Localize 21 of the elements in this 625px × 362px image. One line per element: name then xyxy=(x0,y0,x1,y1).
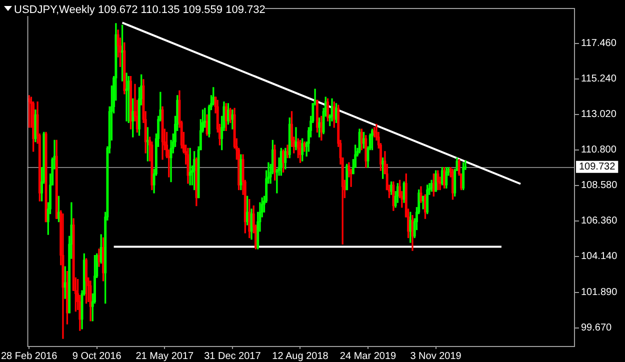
y-tick-label: 117.460 xyxy=(581,38,617,50)
chart-title: USDJPY,Weekly 109.672 110.135 109.559 109.732 xyxy=(14,4,266,16)
x-tick-label: 31 Dec 2017 xyxy=(204,350,262,362)
x-tick-label: 28 Feb 2016 xyxy=(0,350,58,362)
ref-line-label: 109.732 xyxy=(579,162,616,173)
x-tick-label: 12 Aug 2018 xyxy=(272,350,329,362)
x-tick-label: 24 Mar 2019 xyxy=(340,350,397,362)
x-tick-label: 3 Nov 2019 xyxy=(410,350,462,362)
y-tick-label: 99.670 xyxy=(581,322,612,334)
candlestick xyxy=(85,258,88,304)
x-tick-label: 9 Oct 2016 xyxy=(72,350,122,362)
y-tick-label: 113.020 xyxy=(581,109,617,120)
y-tick-label: 110.800 xyxy=(581,144,617,156)
y-tick-label: 115.240 xyxy=(581,74,617,85)
x-tick-label: 21 May 2017 xyxy=(136,350,194,362)
y-tick-label: 106.360 xyxy=(581,216,618,227)
y-tick-label: 104.140 xyxy=(581,251,618,262)
y-tick-label: 108.580 xyxy=(581,180,618,192)
candlestick xyxy=(125,72,128,122)
candlestick xyxy=(371,128,374,150)
y-tick-label: 101.890 xyxy=(581,287,618,298)
